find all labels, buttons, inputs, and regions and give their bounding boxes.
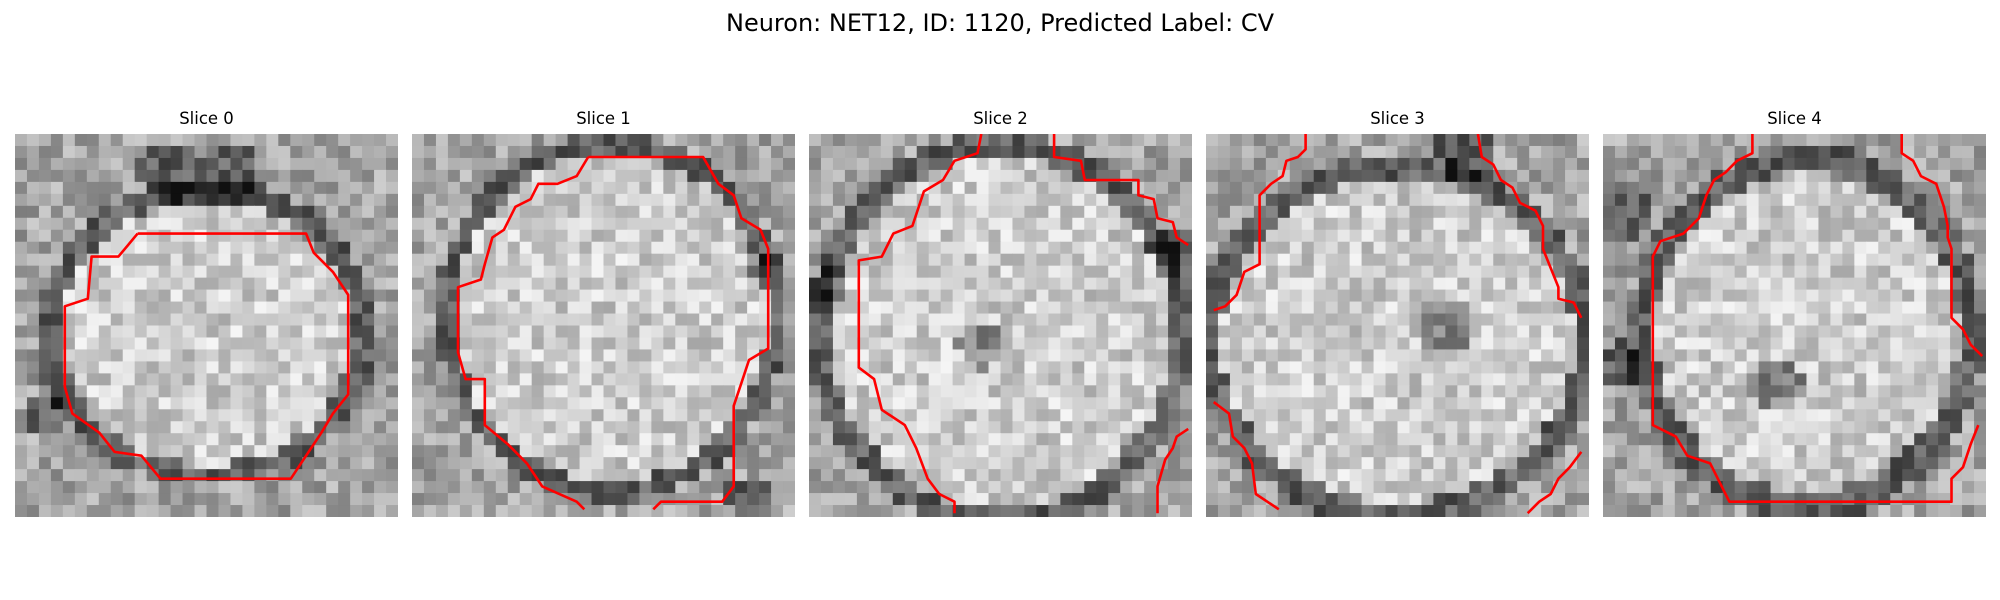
pixel-grid (412, 134, 795, 517)
segmentation-contour (1900, 134, 1984, 358)
slice-image (412, 134, 795, 517)
slice-panel-4: Slice 4 (1603, 106, 1986, 517)
contour-overlay (456, 155, 770, 511)
segmentation-contour (63, 232, 350, 481)
segmentation-contour (1526, 451, 1583, 515)
pixel-grid (1206, 134, 1589, 517)
slice-panel-0: Slice 0 (15, 106, 398, 517)
slice-image (809, 134, 1192, 517)
contour-overlay (1212, 134, 1583, 515)
segmentation-contour (588, 155, 770, 511)
slice-title: Slice 4 (1767, 109, 1822, 128)
segmentation-contour (1651, 134, 1980, 504)
slice-panel-3: Slice 3 (1206, 106, 1589, 517)
slice-title: Slice 0 (179, 109, 234, 128)
slice-image (15, 134, 398, 517)
contour-overlay (857, 134, 1189, 514)
pixel-grid (1603, 134, 1986, 517)
slice-panel-1: Slice 1 (412, 106, 795, 517)
segmentation-contour (1052, 134, 1189, 247)
segmentation-contour (1476, 134, 1583, 319)
segmentation-contour (1156, 427, 1189, 514)
slice-panel-2: Slice 2 (809, 106, 1192, 517)
slice-title: Slice 2 (973, 109, 1028, 128)
contour-overlay (1651, 134, 1984, 504)
slice-image (1206, 134, 1589, 517)
pixel-grid (809, 134, 1192, 517)
segmentation-contour (1213, 134, 1307, 312)
figure-title: Neuron: NET12, ID: 1120, Predicted Label… (726, 9, 1274, 37)
contour-overlay (63, 232, 350, 481)
slice-image (1603, 134, 1986, 517)
slice-title: Slice 3 (1370, 109, 1425, 128)
segmentation-contour (857, 134, 983, 514)
pixel-grid (15, 134, 398, 517)
slice-title: Slice 1 (576, 109, 631, 128)
segmentation-contour (456, 156, 590, 511)
segmentation-contour (1212, 401, 1280, 511)
